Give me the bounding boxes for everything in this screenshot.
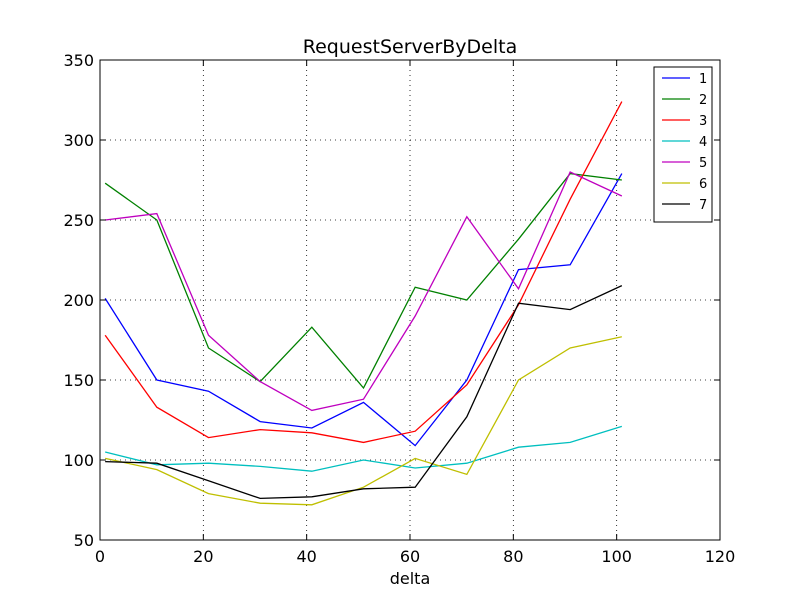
series-line-2 xyxy=(104,172,622,390)
x-tick-label: 100 xyxy=(601,547,632,566)
series-lines xyxy=(104,101,623,506)
y-tick-label: 350 xyxy=(63,51,94,70)
x-axis-label: delta xyxy=(390,569,431,588)
y-tick-label: 200 xyxy=(63,291,94,310)
y-tick-label: 150 xyxy=(63,371,94,390)
x-tick-label: 120 xyxy=(705,547,736,566)
y-tick-label: 100 xyxy=(63,451,94,470)
legend-box xyxy=(653,66,713,223)
y-axis-ticks: 50 100 150 200 250 300 350 xyxy=(63,51,720,550)
series-line-7 xyxy=(105,285,623,500)
series-line-5 xyxy=(105,171,623,412)
chart-title: RequestServerByDelta xyxy=(303,36,517,58)
y-tick-label: 250 xyxy=(63,211,94,230)
legend: 1 2 3 4 5 6 7 xyxy=(653,66,713,223)
series-line-1 xyxy=(104,173,623,447)
x-tick-label: 0 xyxy=(95,547,105,566)
grid xyxy=(100,60,720,540)
legend-label-4: 4 xyxy=(699,135,707,150)
x-tick-label: 80 xyxy=(503,547,523,566)
legend-label-6: 6 xyxy=(699,177,707,192)
legend-label-1: 1 xyxy=(699,72,707,87)
x-tick-label: 20 xyxy=(193,547,213,566)
series-line-4 xyxy=(105,425,623,472)
legend-label-2: 2 xyxy=(699,93,707,108)
series-line-6 xyxy=(105,336,622,506)
series-line-3 xyxy=(104,101,623,444)
legend-label-5: 5 xyxy=(699,156,707,171)
legend-label-7: 7 xyxy=(699,198,707,213)
y-tick-label: 300 xyxy=(63,131,94,150)
x-tick-label: 40 xyxy=(296,547,316,566)
x-tick-label: 60 xyxy=(400,547,420,566)
y-tick-label: 50 xyxy=(74,531,94,550)
legend-label-3: 3 xyxy=(699,114,707,129)
x-axis-ticks: 0 20 40 60 80 100 120 xyxy=(95,60,735,566)
